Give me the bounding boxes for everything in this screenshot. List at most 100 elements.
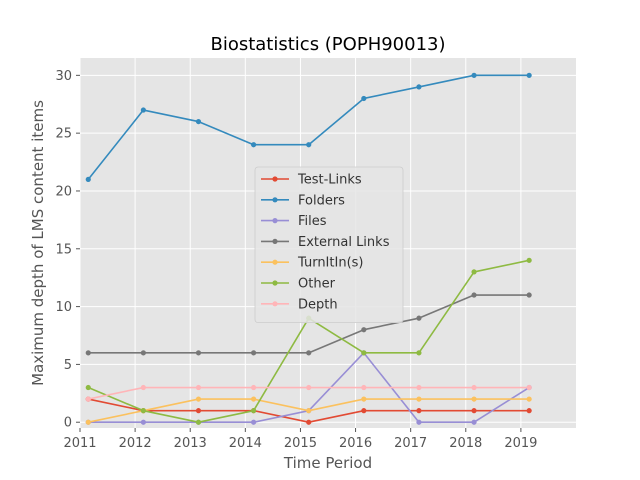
legend-swatch-marker <box>272 197 278 203</box>
x-tick-label: 2014 <box>229 436 262 451</box>
legend-label: Files <box>298 214 327 229</box>
data-point <box>361 408 367 414</box>
legend-item: Other <box>261 277 336 292</box>
y-tick-label: 10 <box>55 300 72 315</box>
data-point <box>85 350 91 356</box>
x-tick-label: 2016 <box>339 436 372 451</box>
legend-box <box>254 166 404 324</box>
data-point <box>251 419 257 425</box>
data-point <box>251 350 257 356</box>
series-layer <box>85 72 532 425</box>
legend-label: Depth <box>298 297 338 312</box>
legend-swatch-marker <box>272 280 278 286</box>
data-point <box>416 419 422 425</box>
x-tick-label: 2011 <box>63 436 96 451</box>
data-point <box>416 315 422 321</box>
x-tick-label: 2017 <box>394 436 427 451</box>
y-tick-label: 15 <box>55 242 72 257</box>
y-tick-label: 0 <box>64 416 72 431</box>
legend-swatch-marker <box>272 259 278 265</box>
y-tick-label: 5 <box>64 358 72 373</box>
data-point <box>361 327 367 333</box>
data-point <box>85 396 91 402</box>
data-point <box>85 384 91 391</box>
x-axis-ticks: 2011 2012 2013 2014 2015 2016 2017 2018 2019 <box>63 428 537 451</box>
legend-swatch-marker <box>272 238 278 244</box>
series-depth <box>85 384 532 402</box>
data-point <box>195 118 202 125</box>
chart-title: Biostatistics (POPH90013) <box>210 34 445 55</box>
data-point <box>416 384 422 391</box>
legend-label: External Links <box>298 235 390 250</box>
series-external-links <box>85 292 532 356</box>
legend-item: Depth <box>261 297 338 312</box>
y-tick-label: 20 <box>55 184 72 199</box>
y-axis-title: Maximum depth of LMS content items <box>29 100 47 386</box>
data-point <box>471 292 477 298</box>
data-point <box>306 142 312 148</box>
data-point <box>85 419 91 425</box>
data-point <box>471 419 477 425</box>
legend: Test-Links Folders Files External Links Turn… <box>254 166 404 324</box>
legend-item: Test-Links <box>261 173 362 188</box>
data-point <box>526 408 532 414</box>
legend-label: Other <box>298 277 336 292</box>
data-point <box>526 384 532 391</box>
data-point <box>195 396 202 402</box>
series-turnitin-s <box>85 396 532 425</box>
data-point <box>195 419 202 425</box>
data-point <box>85 176 91 183</box>
series-folders <box>85 72 532 183</box>
data-point <box>361 350 367 356</box>
data-point <box>526 396 532 402</box>
data-point <box>306 408 312 414</box>
data-point <box>361 396 367 402</box>
data-point <box>416 408 422 414</box>
x-tick-label: 2015 <box>284 436 317 451</box>
data-point <box>251 142 257 148</box>
x-tick-label: 2018 <box>449 436 482 451</box>
y-axis-ticks: 0 5 10 15 20 25 30 <box>55 69 80 431</box>
data-point <box>251 396 257 402</box>
x-tick-label: 2019 <box>504 436 537 451</box>
data-point <box>140 107 146 113</box>
data-point <box>251 384 257 391</box>
x-tick-label: 2012 <box>119 436 152 451</box>
data-point <box>471 384 477 391</box>
legend-swatch-marker <box>272 218 278 224</box>
legend-item: TurnItIn(s) <box>261 256 363 271</box>
data-point <box>195 408 202 414</box>
legend-item: Folders <box>261 193 345 208</box>
data-point <box>526 257 532 263</box>
data-point <box>306 384 312 391</box>
data-point <box>471 396 477 402</box>
legend-label: Test-Links <box>297 173 362 188</box>
data-point <box>416 350 422 356</box>
legend-label: TurnItIn(s) <box>297 256 363 271</box>
data-point <box>471 72 477 78</box>
data-point <box>471 408 477 414</box>
x-tick-label: 2013 <box>174 436 207 451</box>
data-point <box>361 95 367 102</box>
legend-swatch-marker <box>272 176 278 182</box>
data-point <box>361 384 367 391</box>
data-point <box>416 84 422 90</box>
data-point <box>416 396 422 402</box>
legend-swatch-marker <box>272 301 278 307</box>
data-point <box>251 408 257 414</box>
legend-label: Folders <box>298 193 345 208</box>
data-point <box>526 292 532 298</box>
x-axis-title: Time Period <box>283 454 372 472</box>
data-point <box>140 419 146 425</box>
legend-item: External Links <box>261 235 390 250</box>
data-point <box>140 350 146 356</box>
data-point <box>526 72 532 78</box>
data-point <box>471 269 477 275</box>
y-tick-label: 30 <box>55 69 72 84</box>
data-point <box>195 350 202 356</box>
data-point <box>140 384 146 391</box>
y-tick-label: 25 <box>55 127 72 142</box>
data-point <box>195 384 202 391</box>
data-point <box>306 419 312 425</box>
